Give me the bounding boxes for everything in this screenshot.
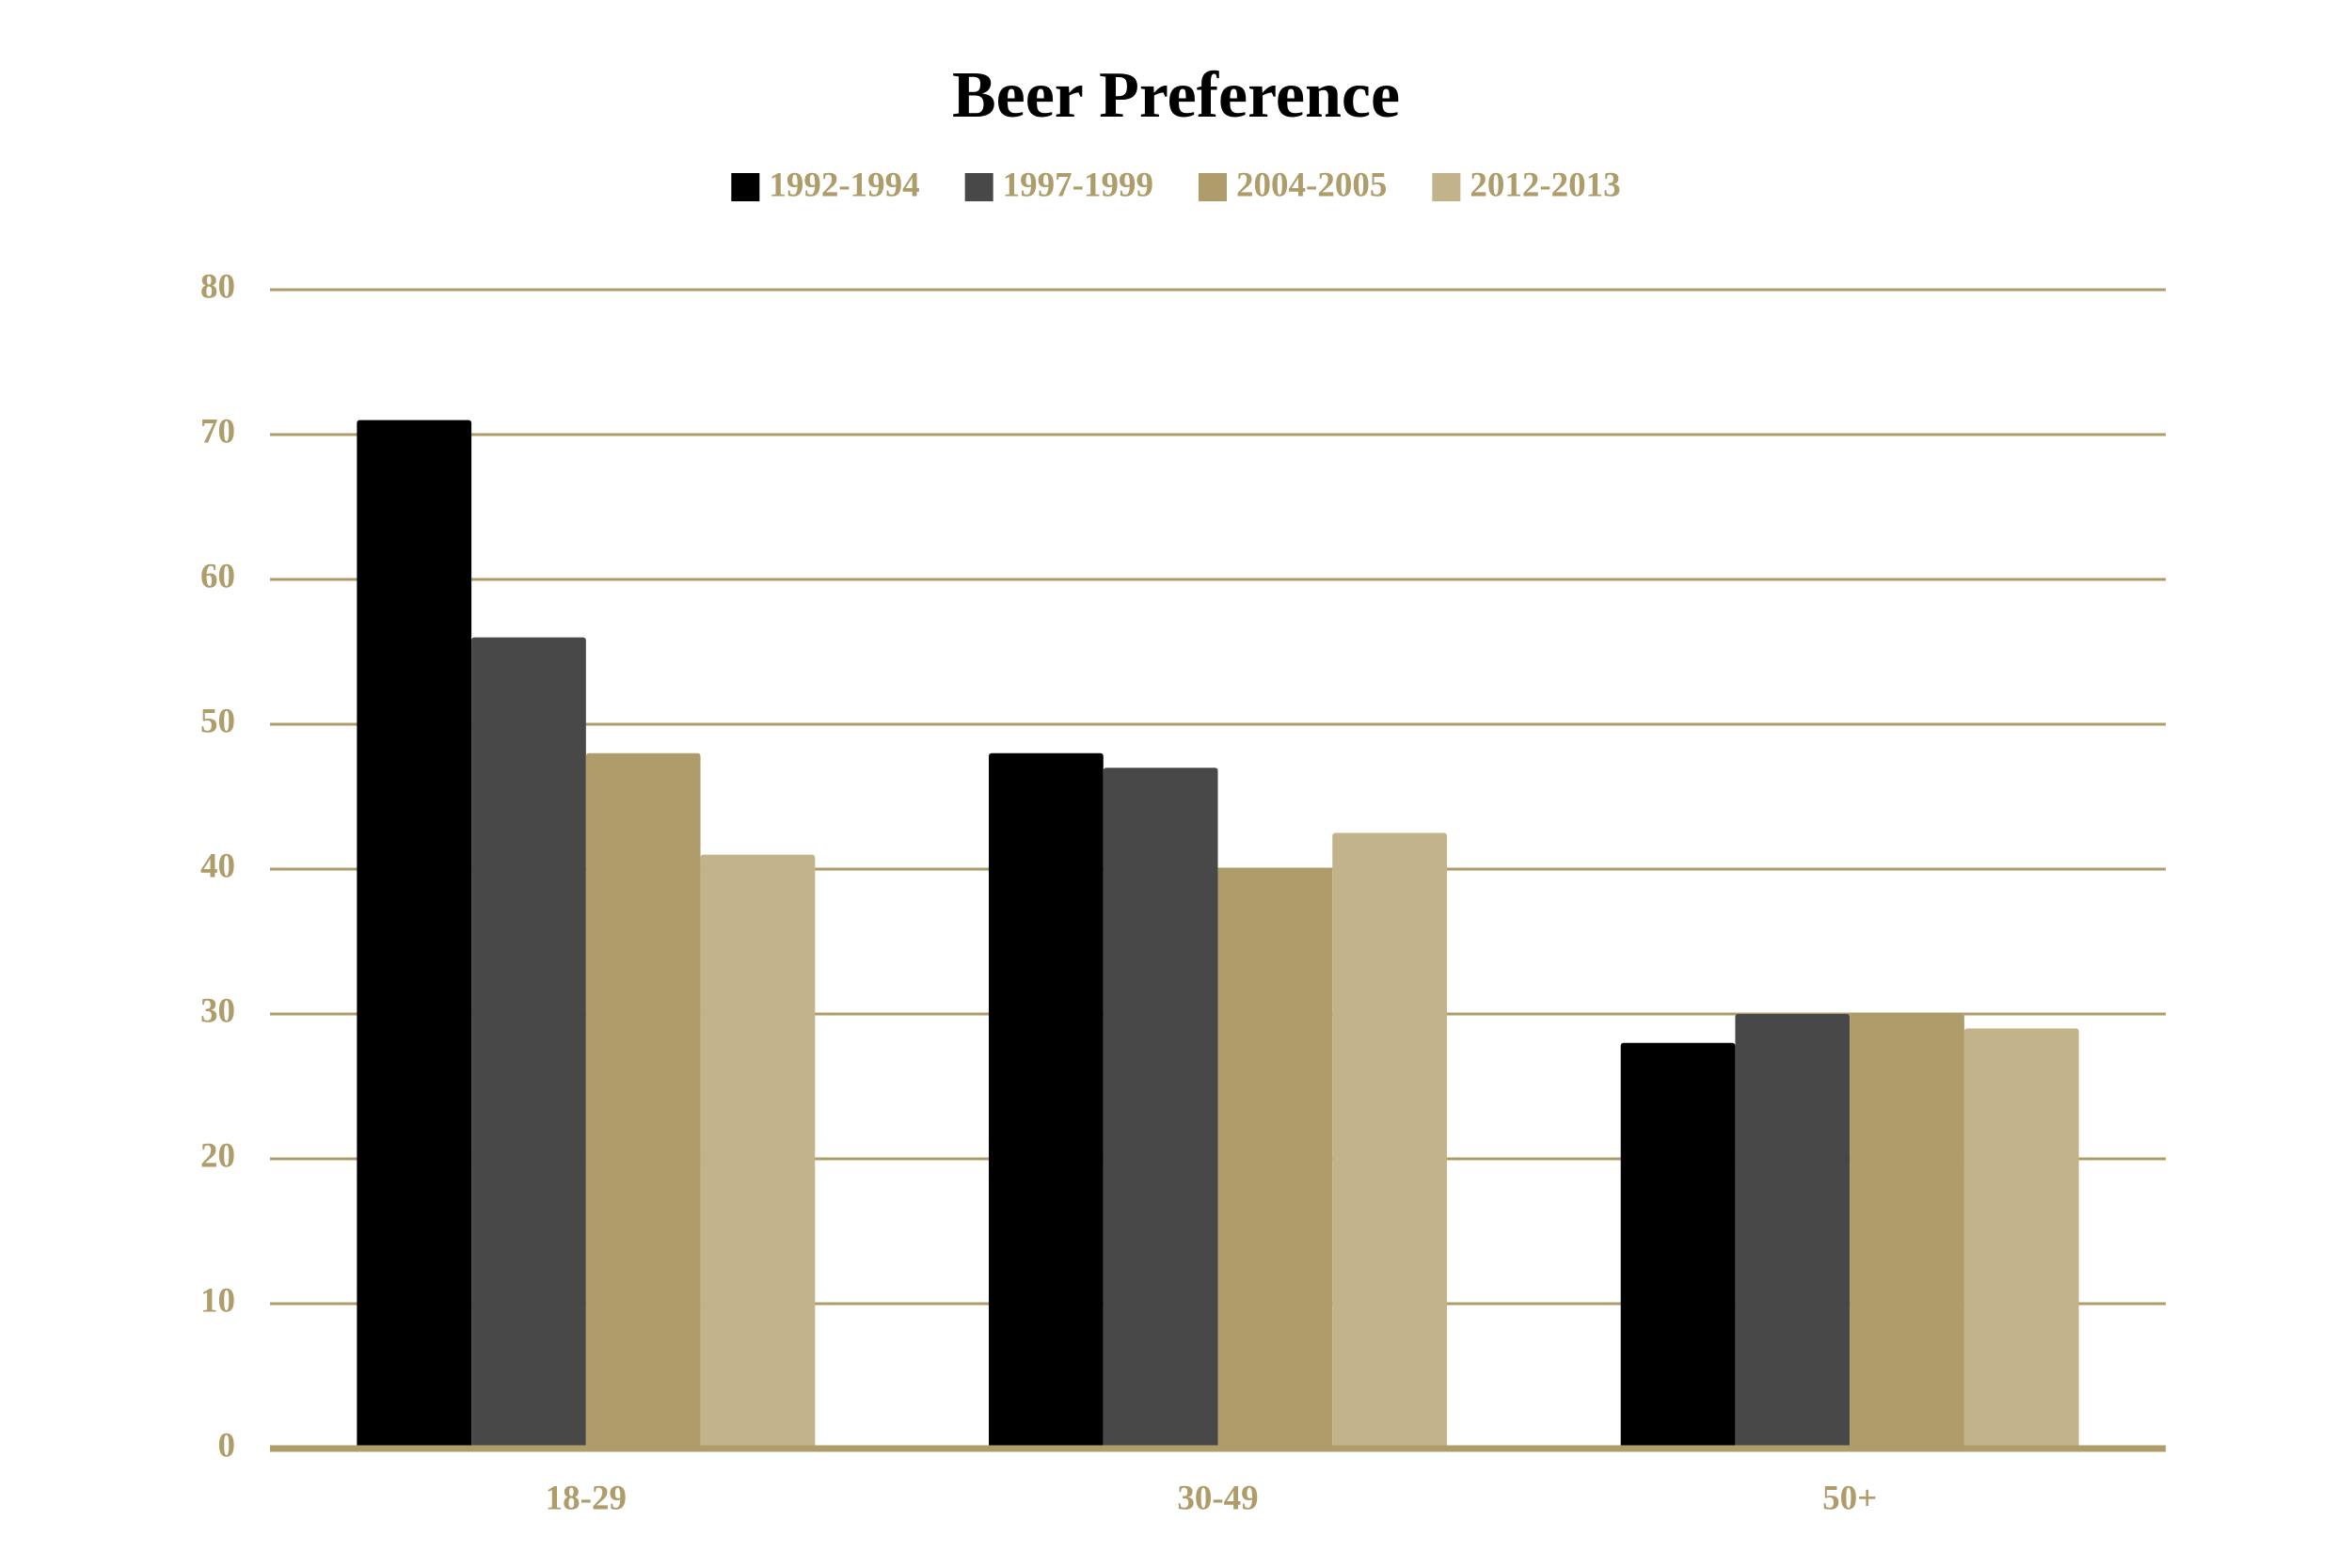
bar bbox=[1735, 1014, 1851, 1449]
bar bbox=[700, 854, 816, 1449]
bar bbox=[1217, 869, 1333, 1449]
legend-label: 1992-1994 bbox=[769, 166, 919, 204]
bar bbox=[1103, 768, 1218, 1449]
bar bbox=[471, 637, 586, 1449]
bar bbox=[1963, 1028, 2079, 1449]
y-tick-label: 30 bbox=[200, 991, 235, 1030]
y-tick-label: 20 bbox=[200, 1136, 235, 1175]
bar bbox=[1850, 1014, 1964, 1449]
y-tick-label: 0 bbox=[218, 1426, 236, 1465]
x-tick-label: 30-49 bbox=[1177, 1479, 1258, 1517]
legend-swatch bbox=[1432, 173, 1461, 201]
y-tick-label: 60 bbox=[200, 557, 235, 595]
y-tick-label: 40 bbox=[200, 847, 235, 885]
bar bbox=[1332, 832, 1447, 1449]
legend-label: 1997-1999 bbox=[1003, 166, 1153, 204]
bar bbox=[585, 752, 701, 1449]
legend-label: 2004-2005 bbox=[1236, 166, 1387, 204]
chart-title: Beer Preference bbox=[952, 59, 1400, 132]
x-tick-label: 18-29 bbox=[546, 1479, 627, 1517]
bar bbox=[1620, 1042, 1736, 1449]
y-tick-label: 80 bbox=[200, 267, 235, 306]
bar bbox=[357, 420, 472, 1449]
bar bbox=[989, 752, 1104, 1449]
x-tick-label: 50+ bbox=[1822, 1479, 1877, 1517]
legend-label: 2012-2013 bbox=[1470, 166, 1620, 204]
legend-swatch bbox=[731, 173, 760, 201]
y-tick-label: 50 bbox=[200, 702, 235, 740]
y-tick-label: 70 bbox=[200, 412, 235, 451]
legend-swatch bbox=[964, 173, 993, 201]
y-tick-label: 10 bbox=[200, 1281, 235, 1320]
legend-swatch bbox=[1199, 173, 1227, 201]
